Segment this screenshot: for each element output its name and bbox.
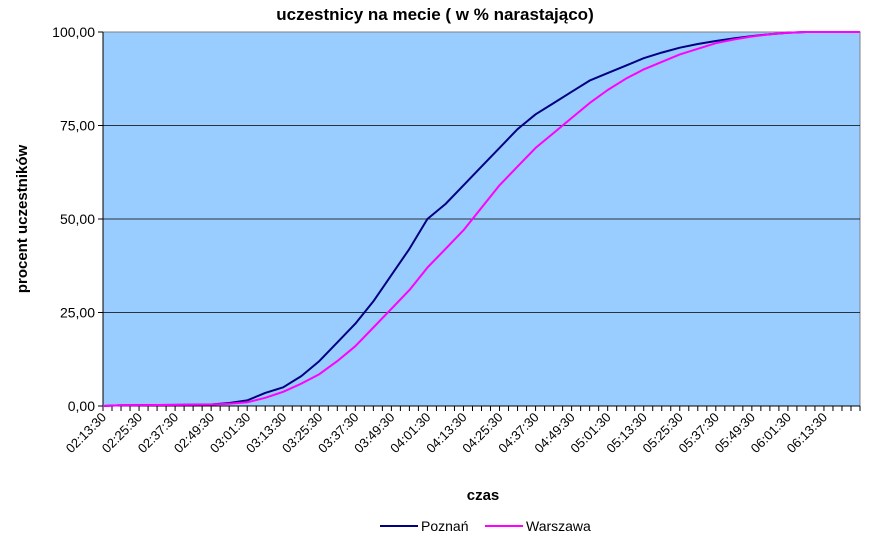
y-tick-label: 25,00: [60, 305, 95, 321]
series-line-poznan: [102, 31, 860, 407]
y-tick-label: 100,00: [52, 24, 95, 40]
y-tick-label: 75,00: [60, 118, 95, 134]
x-tick-label: 06:13:30: [784, 410, 830, 456]
y-tick-label: 0,00: [68, 398, 95, 414]
legend-label: Warszawa: [526, 518, 591, 534]
chart-title: uczestnicy na mecie ( w % narastająco): [276, 5, 593, 24]
plot-area: 0,0025,0050,0075,00100,0002:13:3002:25:3…: [52, 24, 861, 456]
legend-label: Poznań: [421, 518, 468, 534]
legend: Poznań Warszawa: [380, 518, 591, 534]
y-axis-label: procent uczestników: [14, 144, 31, 293]
series-line-warszawa: [102, 31, 860, 407]
x-axis-label: czas: [467, 487, 500, 504]
y-tick-label: 50,00: [60, 211, 95, 227]
